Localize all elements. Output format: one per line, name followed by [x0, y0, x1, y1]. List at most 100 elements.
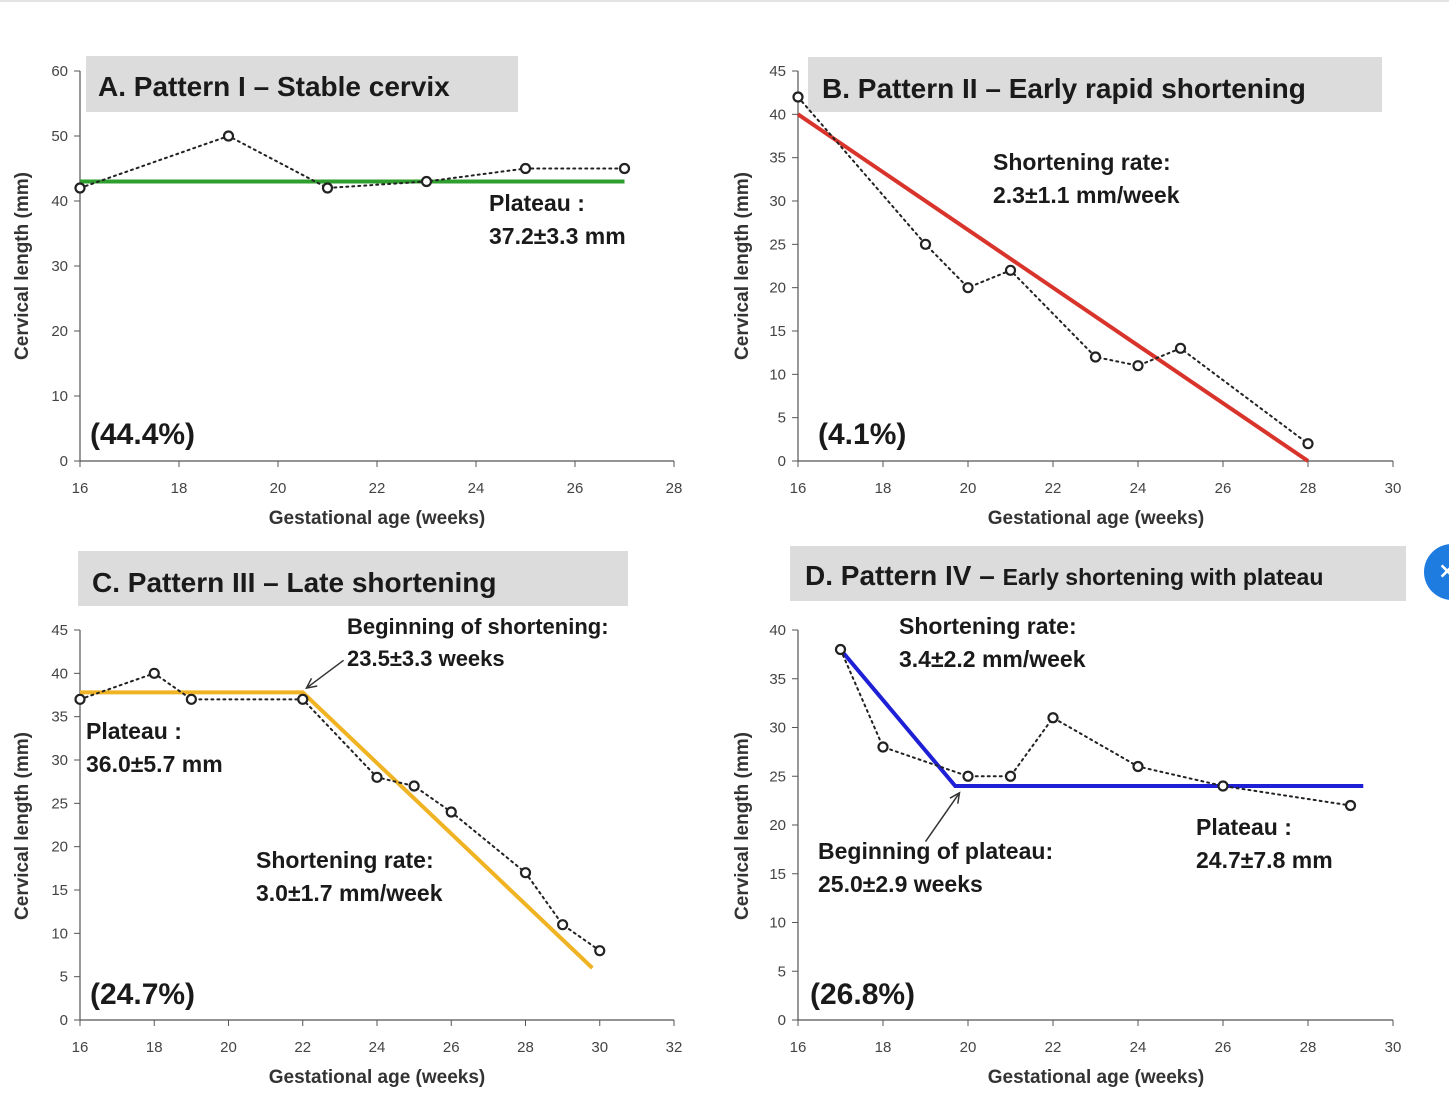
- x-tick-label: 30: [591, 1039, 608, 1056]
- y-tick-label: 20: [51, 839, 68, 856]
- annotation-text: 37.2±3.3 mm: [489, 223, 626, 249]
- y-tick-label: 20: [51, 323, 68, 340]
- x-tick-label: 16: [72, 1039, 89, 1056]
- y-tick-label: 40: [51, 193, 68, 210]
- chart-title: A. Pattern I – Stable cervix: [98, 71, 450, 102]
- data-point: [962, 282, 974, 294]
- y-tick-label: 25: [769, 768, 786, 785]
- annotation-arrow-head: [305, 677, 318, 690]
- data-point: [321, 182, 334, 194]
- data-point: [1132, 760, 1144, 773]
- observed-line: [79, 134, 626, 190]
- y-tick-label: 40: [51, 665, 68, 682]
- annotation-text: 3.0±1.7 mm/week: [256, 880, 443, 906]
- y-tick-label: 30: [51, 752, 68, 769]
- data-point: [420, 175, 433, 188]
- annotation-text: Shortening rate:: [899, 613, 1077, 639]
- percentage-label: (4.1%): [818, 418, 906, 451]
- x-tick-label: 30: [1385, 480, 1402, 497]
- data-point: [919, 238, 932, 250]
- chart-title-background: [78, 551, 628, 606]
- x-axis-label: Gestational age (weeks): [269, 508, 485, 529]
- data-point: [618, 162, 631, 175]
- data-point: [1302, 438, 1314, 450]
- y-tick-label: 35: [769, 671, 786, 688]
- annotation-text: Shortening rate:: [256, 847, 434, 873]
- y-tick-label: 15: [769, 866, 786, 883]
- y-axis-label: Cervical length (mm): [12, 172, 33, 360]
- chart-panel: C. Pattern III – Late shortening 0 5 10 15 20…: [12, 551, 682, 1088]
- annotation-text: Plateau :: [489, 190, 585, 216]
- y-tick-label: 30: [769, 720, 786, 737]
- y-tick-label: 20: [769, 280, 786, 297]
- chart-panel: B. Pattern II – Early rapid shortening 0 5…: [732, 57, 1401, 529]
- y-tick-label: 25: [51, 795, 68, 812]
- chart-panel: A. Pattern I – Stable cervix 0 10 20 30 40 50 6…: [12, 56, 682, 529]
- observed-line: [839, 648, 1352, 807]
- x-tick-label: 20: [960, 480, 977, 497]
- data-point: [877, 741, 889, 753]
- x-tick-label: 16: [790, 480, 807, 497]
- x-tick-label: 32: [666, 1039, 683, 1056]
- y-tick-label: 30: [769, 193, 786, 210]
- x-tick-label: 16: [72, 480, 89, 497]
- y-tick-label: 45: [51, 622, 68, 639]
- annotation-arrow: [306, 659, 345, 689]
- x-tick-label: 26: [567, 480, 584, 497]
- data-point: [371, 771, 383, 783]
- data-point: [148, 667, 160, 679]
- chart-title-background: [790, 546, 1406, 601]
- chart-title: B. Pattern II – Early rapid shortening: [822, 73, 1306, 104]
- data-point: [74, 182, 86, 194]
- percentage-label: (44.4%): [90, 418, 195, 451]
- annotation-text: 25.0±2.9 weeks: [818, 871, 983, 897]
- x-tick-label: 26: [1215, 1039, 1232, 1056]
- y-tick-label: 5: [778, 963, 786, 980]
- x-tick-label: 28: [1300, 480, 1317, 497]
- data-point: [408, 780, 420, 792]
- x-tick-label: 24: [1130, 480, 1147, 497]
- x-axis-label: Gestational age (weeks): [269, 1067, 485, 1088]
- annotation-text: Beginning of shortening:: [347, 614, 609, 639]
- annotation-text: Plateau :: [1196, 814, 1292, 840]
- x-tick-label: 28: [517, 1039, 534, 1056]
- x-tick-label: 24: [468, 480, 485, 497]
- fit-line: [80, 690, 594, 970]
- percentage-label: (26.8%): [810, 978, 915, 1011]
- data-point: [1217, 780, 1229, 792]
- x-tick-label: 20: [220, 1039, 237, 1056]
- y-tick-label: 0: [60, 1012, 68, 1029]
- y-axis-label: Cervical length (mm): [732, 172, 753, 360]
- annotation-text: 36.0±5.7 mm: [86, 751, 223, 777]
- data-point: [519, 867, 532, 879]
- chart-title: D. Pattern IV – Early shortening with pl…: [805, 560, 1323, 591]
- y-tick-label: 5: [60, 969, 68, 986]
- data-point: [1047, 712, 1059, 724]
- x-tick-label: 28: [1300, 1039, 1317, 1056]
- data-point: [1004, 770, 1017, 782]
- x-tick-label: 18: [171, 480, 188, 497]
- x-tick-label: 30: [1385, 1039, 1402, 1056]
- annotation-text: 3.4±2.2 mm/week: [899, 646, 1086, 672]
- chart-title-background: [86, 56, 518, 112]
- data-point: [792, 91, 804, 103]
- data-point: [594, 945, 606, 957]
- data-point: [834, 643, 847, 656]
- chart-title-background: [808, 57, 1382, 112]
- x-tick-label: 22: [294, 1039, 311, 1056]
- y-tick-label: 10: [51, 925, 68, 942]
- annotation-arrow-head: [949, 791, 961, 804]
- data-point: [1132, 360, 1144, 372]
- data-point: [222, 130, 235, 142]
- y-tick-label: 45: [769, 63, 786, 80]
- y-tick-label: 60: [51, 63, 68, 80]
- annotation-arrow: [924, 792, 961, 843]
- y-tick-label: 30: [51, 258, 68, 275]
- y-tick-label: 0: [778, 1012, 786, 1029]
- data-point: [297, 693, 309, 705]
- y-tick-label: 5: [778, 410, 786, 427]
- data-point: [1004, 264, 1017, 276]
- data-point: [1344, 799, 1357, 812]
- y-tick-label: 20: [769, 817, 786, 834]
